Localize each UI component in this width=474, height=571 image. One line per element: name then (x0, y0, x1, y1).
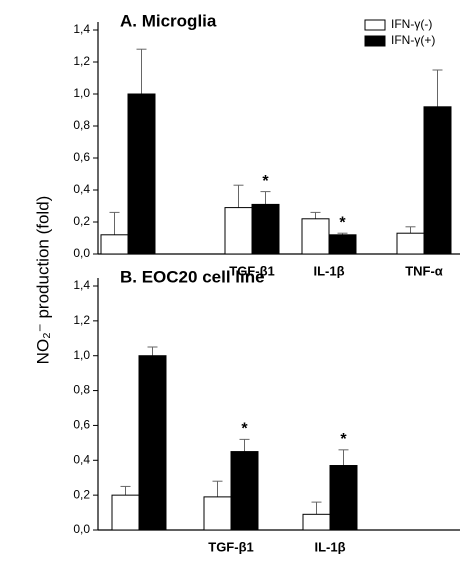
y-tick-label: 0,2 (73, 487, 90, 501)
y-tick-label: 0,8 (73, 118, 90, 132)
bar (203, 496, 232, 531)
bar (100, 234, 129, 255)
panel-title: A. Microglia (120, 11, 217, 30)
y-axis-label: NO₂⁻ production (fold) (33, 196, 52, 365)
bar (138, 355, 167, 531)
legend-swatch (364, 19, 386, 31)
y-tick-label: 0,0 (73, 522, 90, 536)
x-tick-label: TGF-β1 (229, 263, 275, 278)
bar (301, 218, 330, 255)
bar (423, 106, 452, 255)
bar (328, 234, 357, 255)
bar (302, 513, 331, 531)
significance-mark: * (340, 431, 347, 448)
y-tick-label: 0,2 (73, 214, 90, 228)
bar (396, 232, 425, 255)
bar (127, 93, 156, 255)
x-tick-label: TGF-β1 (208, 539, 254, 554)
y-tick-label: 1,2 (73, 54, 90, 68)
legend-label: IFN-γ(-) (391, 17, 432, 31)
significance-mark: * (241, 421, 248, 438)
bar (251, 203, 280, 255)
bar (111, 494, 140, 531)
y-tick-label: 0,8 (73, 383, 90, 397)
y-tick-label: 0,6 (73, 150, 90, 164)
x-tick-label: IL-1β (314, 539, 345, 554)
y-tick-label: 1,4 (73, 278, 90, 292)
y-tick-label: 1,0 (73, 348, 90, 362)
panel-title: B. EOC20 cell line (120, 267, 265, 286)
significance-mark: * (262, 173, 269, 190)
legend-label: IFN-γ(+) (391, 33, 435, 47)
bar (224, 207, 253, 255)
x-tick-label: IL-1β (313, 263, 344, 278)
y-tick-label: 1,2 (73, 313, 90, 327)
y-tick-label: 0,0 (73, 246, 90, 260)
x-tick-label: TNF-α (405, 263, 443, 278)
y-tick-label: 0,4 (73, 182, 90, 196)
bar (329, 465, 358, 531)
y-tick-label: 1,4 (73, 22, 90, 36)
significance-mark: * (339, 214, 346, 231)
y-tick-label: 1,0 (73, 86, 90, 100)
legend-swatch (364, 35, 386, 47)
y-tick-label: 0,4 (73, 452, 90, 466)
bar (230, 451, 259, 531)
y-tick-label: 0,6 (73, 418, 90, 432)
